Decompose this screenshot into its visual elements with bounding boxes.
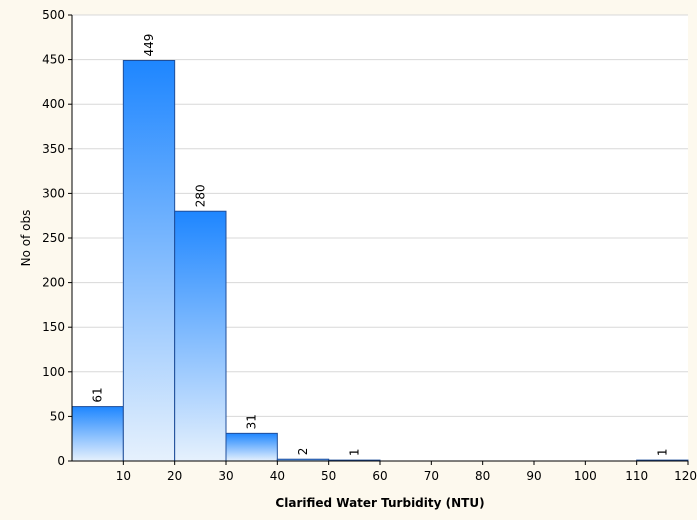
y-ticks: 0 50 100 150 200 250 300 350 400 450 500	[42, 8, 72, 468]
x-tick-label: 50	[321, 469, 336, 483]
y-tick-label: 100	[42, 365, 65, 379]
y-tick-label: 500	[42, 8, 65, 22]
histogram-bar	[122, 59, 176, 462]
y-tick-label: 400	[42, 97, 65, 111]
histogram-bar	[225, 432, 278, 462]
bar-value-label: 1	[655, 448, 669, 456]
bar-value-label: 61	[91, 387, 105, 402]
x-tick-label: 120	[674, 469, 697, 483]
y-tick-label: 450	[42, 53, 65, 67]
x-axis-title: Clarified Water Turbidity (NTU)	[275, 496, 484, 510]
x-tick-label: 90	[526, 469, 541, 483]
bar-value-label: 1	[347, 448, 361, 456]
x-tick-label: 100	[574, 469, 597, 483]
y-tick-label: 350	[42, 142, 65, 156]
x-tick-label: 40	[270, 469, 285, 483]
y-tick-label: 250	[42, 231, 65, 245]
x-tick-label: 30	[218, 469, 233, 483]
histogram-bar	[174, 210, 227, 462]
x-ticks: 10 20 30 40 50 60 70 80 90 100 110 120	[116, 461, 697, 483]
bar-labels: 61 449 280 31 2 1 1	[91, 34, 670, 457]
x-tick-label: 60	[372, 469, 387, 483]
bar-value-label: 31	[245, 414, 259, 429]
bar-value-label: 449	[142, 34, 156, 57]
y-tick-label: 50	[50, 409, 65, 423]
x-tick-label: 20	[167, 469, 182, 483]
histogram-bar	[71, 406, 124, 462]
y-axis-title: No of obs	[19, 210, 33, 267]
bar-value-label: 2	[296, 448, 310, 456]
y-tick-label: 150	[42, 320, 65, 334]
y-tick-label: 300	[42, 186, 65, 200]
y-tick-label: 0	[57, 454, 65, 468]
x-tick-label: 70	[424, 469, 439, 483]
x-tick-label: 80	[475, 469, 490, 483]
bars	[71, 59, 689, 462]
y-tick-label: 200	[42, 276, 65, 290]
x-tick-label: 110	[625, 469, 648, 483]
x-tick-label: 10	[116, 469, 131, 483]
bar-value-label: 280	[193, 184, 207, 207]
